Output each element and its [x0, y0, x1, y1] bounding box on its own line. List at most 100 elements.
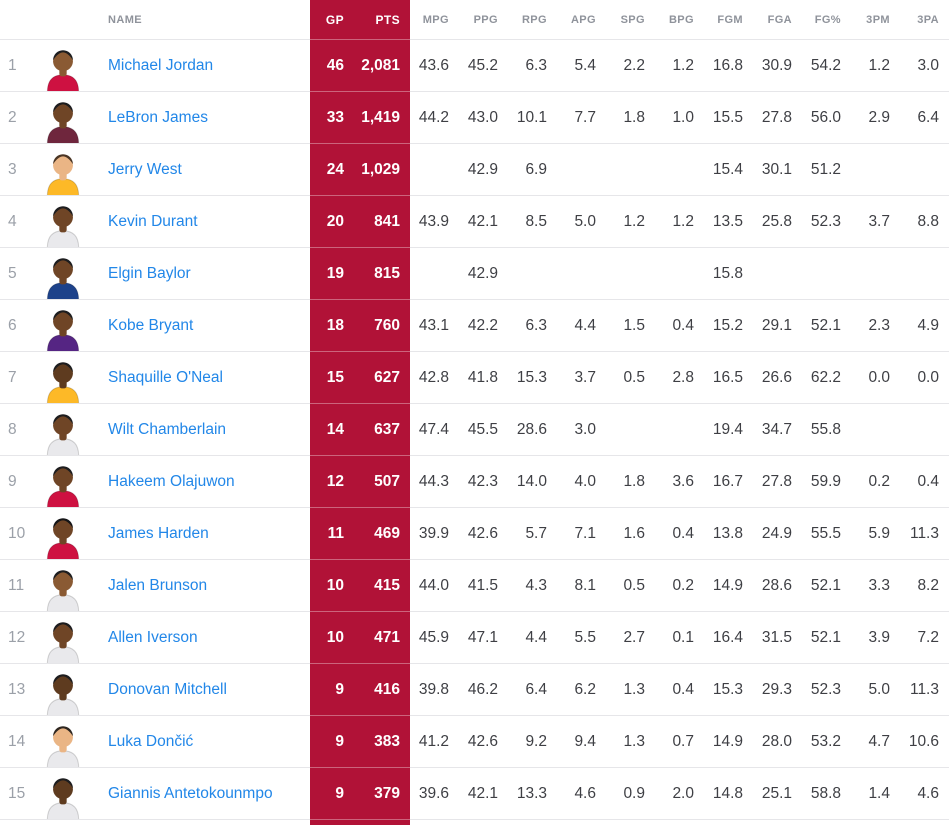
- rank-cell: 7: [0, 352, 34, 404]
- column-header-bpg[interactable]: BPG: [655, 0, 704, 40]
- fga-cell: 30.1: [753, 144, 802, 196]
- column-header-gp[interactable]: GP: [310, 0, 354, 40]
- player-avatar-icon: [46, 258, 80, 299]
- fgpct-cell: 58.8: [802, 768, 851, 820]
- rpg-cell: 8.5: [508, 196, 557, 248]
- rpg-cell: 5.7: [508, 508, 557, 560]
- player-avatar-icon: [46, 570, 80, 611]
- fga-cell: 29.3: [753, 664, 802, 716]
- gp-cell: 10: [310, 560, 354, 612]
- rank-cell: 11: [0, 560, 34, 612]
- fgm-cell: 16.4: [704, 612, 753, 664]
- pts-cell: 416: [354, 664, 410, 716]
- column-header-3pm[interactable]: 3PM: [851, 0, 900, 40]
- bpg-cell: 2.8: [655, 352, 704, 404]
- fgm-cell: 14.8: [704, 768, 753, 820]
- empty-cell: [606, 820, 655, 825]
- player-name-link[interactable]: James Harden: [108, 524, 209, 542]
- empty-cell: [753, 820, 802, 825]
- spg-cell: 2.2: [606, 40, 655, 92]
- rpg-cell: 28.6: [508, 404, 557, 456]
- gp-cell: 10: [310, 612, 354, 664]
- fgpct-cell: 52.1: [802, 612, 851, 664]
- rank-cell: 12: [0, 612, 34, 664]
- column-header-ppg[interactable]: PPG: [459, 0, 508, 40]
- column-header-spg[interactable]: SPG: [606, 0, 655, 40]
- empty-cell: [655, 820, 704, 825]
- player-name-link[interactable]: Luka Dončić: [108, 732, 194, 750]
- 3pa-cell: 10.6: [900, 716, 949, 768]
- 3pa-cell: 0.0: [900, 352, 949, 404]
- bpg-cell: 0.7: [655, 716, 704, 768]
- spg-cell: 1.3: [606, 716, 655, 768]
- rank-cell: 15: [0, 768, 34, 820]
- column-header-mpg[interactable]: MPG: [410, 0, 459, 40]
- player-name-link[interactable]: Jerry West: [108, 160, 182, 178]
- player-name-link[interactable]: Kobe Bryant: [108, 316, 194, 334]
- apg-cell: 3.0: [557, 404, 606, 456]
- empty-cell: [802, 820, 851, 825]
- player-avatar: [34, 92, 106, 144]
- player-name-link[interactable]: Wilt Chamberlain: [108, 420, 227, 438]
- spg-cell: 1.5: [606, 300, 655, 352]
- 3pm-cell: [851, 144, 900, 196]
- name-cell: Kobe Bryant: [106, 300, 310, 352]
- column-header-fgm[interactable]: FGM: [704, 0, 753, 40]
- fga-cell: 27.8: [753, 456, 802, 508]
- player-name-link[interactable]: Jalen Brunson: [108, 576, 208, 594]
- fgm-cell: 19.4: [704, 404, 753, 456]
- column-header-3pa[interactable]: 3PA: [900, 0, 949, 40]
- gp-cell: 33: [310, 92, 354, 144]
- 3pa-cell: 8.8: [900, 196, 949, 248]
- fgm-cell: 15.5: [704, 92, 753, 144]
- rank-cell: 14: [0, 716, 34, 768]
- spg-cell: 0.9: [606, 768, 655, 820]
- bpg-cell: 1.2: [655, 40, 704, 92]
- rank-cell: 9: [0, 456, 34, 508]
- player-name-link[interactable]: Hakeem Olajuwon: [108, 472, 235, 490]
- rank-cell: 6: [0, 300, 34, 352]
- spg-cell: 0.5: [606, 352, 655, 404]
- column-header-apg[interactable]: APG: [557, 0, 606, 40]
- fgpct-cell: 54.2: [802, 40, 851, 92]
- column-header-fga[interactable]: FGA: [753, 0, 802, 40]
- player-name-link[interactable]: Kevin Durant: [108, 212, 198, 230]
- rpg-cell: [508, 248, 557, 300]
- column-header-name[interactable]: NAME: [106, 0, 310, 40]
- empty-cell: [851, 820, 900, 825]
- rpg-cell: 14.0: [508, 456, 557, 508]
- bpg-cell: 0.4: [655, 300, 704, 352]
- name-cell: Allen Iverson: [106, 612, 310, 664]
- player-name-link[interactable]: Shaquille O'Neal: [108, 368, 223, 386]
- 3pm-cell: 1.4: [851, 768, 900, 820]
- gp-cell: 46: [310, 40, 354, 92]
- player-name-link[interactable]: Donovan Mitchell: [108, 680, 227, 698]
- bpg-cell: 1.0: [655, 92, 704, 144]
- pts-cell: 1,419: [354, 92, 410, 144]
- 3pa-cell: 11.3: [900, 508, 949, 560]
- column-header-pts[interactable]: PTS: [354, 0, 410, 40]
- apg-cell: [557, 144, 606, 196]
- player-avatar: [34, 508, 106, 560]
- rank-cell: 8: [0, 404, 34, 456]
- name-cell: Luka Dončić: [106, 716, 310, 768]
- player-name-link[interactable]: Michael Jordan: [108, 56, 214, 74]
- player-name-link[interactable]: Giannis Antetokounmpo: [108, 784, 273, 802]
- player-avatar-icon: [46, 154, 80, 195]
- fgpct-cell: 55.8: [802, 404, 851, 456]
- player-name-link[interactable]: LeBron James: [108, 108, 208, 126]
- spg-cell: 2.7: [606, 612, 655, 664]
- fgm-cell: 15.2: [704, 300, 753, 352]
- ppg-cell: 42.6: [459, 716, 508, 768]
- fgpct-cell: 52.3: [802, 664, 851, 716]
- column-header-fgpct[interactable]: FG%: [802, 0, 851, 40]
- name-cell: Shaquille O'Neal: [106, 352, 310, 404]
- mpg-cell: 44.0: [410, 560, 459, 612]
- fga-cell: 31.5: [753, 612, 802, 664]
- player-name-link[interactable]: Elgin Baylor: [108, 264, 191, 282]
- apg-cell: 4.4: [557, 300, 606, 352]
- fga-cell: 25.1: [753, 768, 802, 820]
- name-cell: LeBron James: [106, 92, 310, 144]
- player-name-link[interactable]: Allen Iverson: [108, 628, 198, 646]
- column-header-rpg[interactable]: RPG: [508, 0, 557, 40]
